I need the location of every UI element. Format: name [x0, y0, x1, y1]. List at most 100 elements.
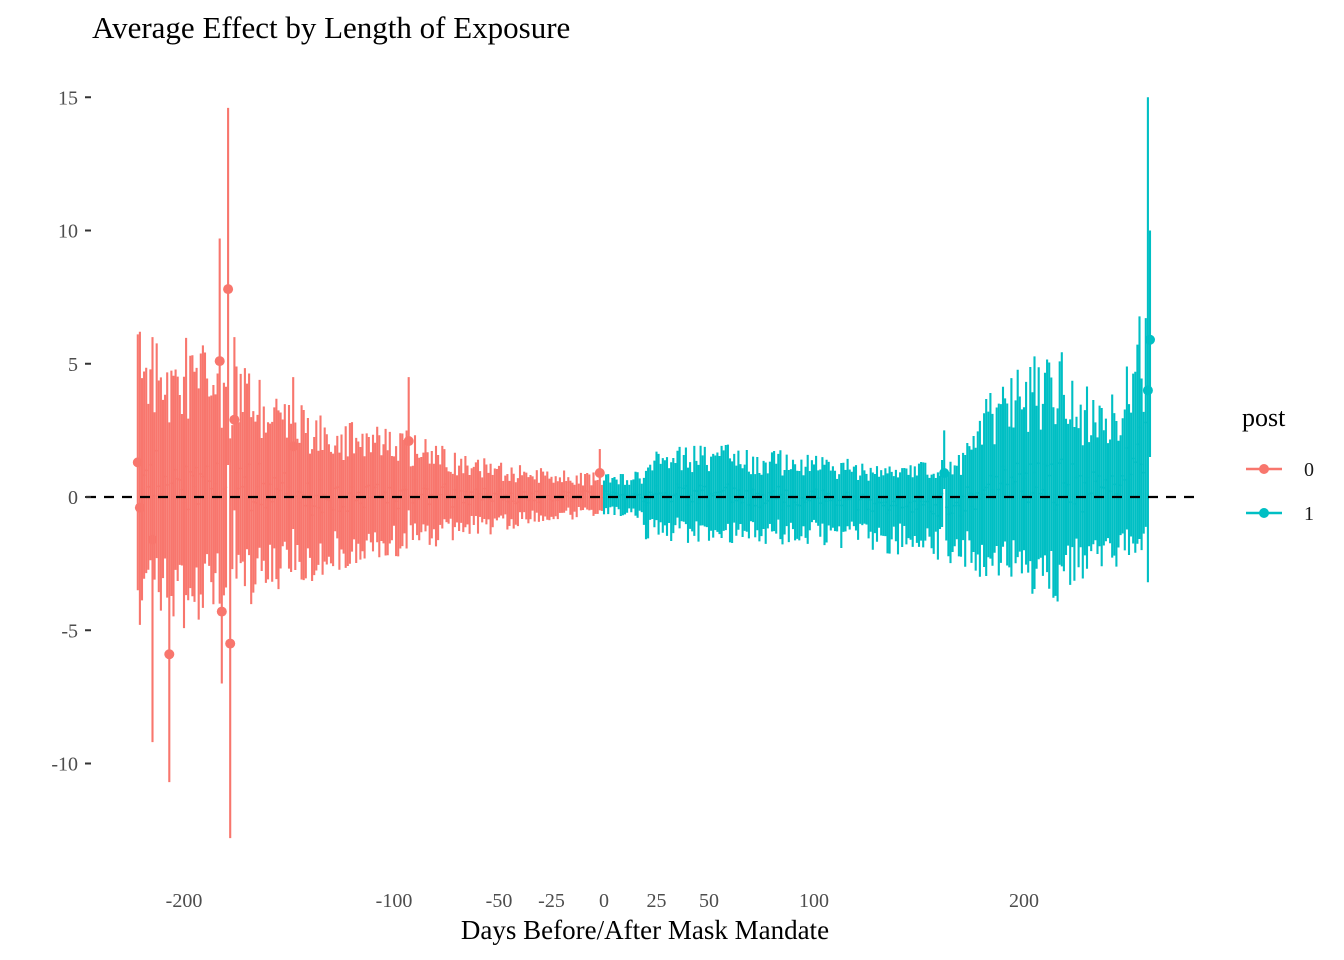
data-point [518, 487, 522, 490]
data-point [1022, 477, 1026, 480]
data-point [478, 492, 482, 496]
data-point [197, 502, 200, 506]
data-point [1035, 486, 1038, 489]
data-point [835, 503, 839, 507]
data-point [180, 488, 184, 491]
data-point [1064, 485, 1068, 489]
data-point [1090, 491, 1093, 495]
data-point [634, 492, 637, 495]
data-point [987, 483, 990, 486]
data-point [338, 509, 341, 513]
data-point [1020, 490, 1024, 493]
data-point [512, 499, 515, 503]
x-tick-label: -25 [538, 890, 565, 912]
data-point [787, 504, 790, 508]
data-point [890, 504, 893, 507]
data-point [1043, 462, 1047, 466]
y-tick-label: 5 [68, 354, 78, 376]
data-point [334, 487, 337, 490]
y-tick-label: -5 [61, 620, 78, 642]
data-point [1050, 463, 1053, 466]
x-tick-label: -100 [376, 890, 413, 912]
data-point [1081, 510, 1085, 514]
data-point [548, 498, 551, 501]
legend: post 0 1 [1242, 403, 1314, 525]
data-point [527, 499, 530, 502]
data-point [1001, 465, 1005, 468]
data-point [443, 482, 446, 486]
data-point [772, 489, 776, 493]
data-point [821, 489, 824, 492]
data-point [997, 488, 1000, 491]
data-point [609, 493, 612, 497]
y-axis: -10 -5 0 5 10 15 [51, 87, 91, 776]
data-point [939, 468, 950, 479]
data-point [982, 488, 986, 492]
data-point [277, 498, 280, 501]
data-point [1136, 442, 1139, 446]
data-point [184, 465, 188, 468]
x-tick-label: 100 [799, 890, 829, 912]
data-point [1075, 476, 1078, 479]
data-point [355, 499, 358, 502]
data-point [243, 475, 247, 479]
data-point [722, 489, 725, 492]
data-point [546, 494, 549, 497]
data-point [252, 500, 255, 504]
data-point [502, 498, 505, 501]
data-point [1094, 480, 1097, 483]
data-point [709, 492, 713, 495]
data-point [424, 484, 427, 487]
legend-label: 1 [1304, 503, 1314, 525]
x-tick-label: -200 [166, 890, 203, 912]
data-point [819, 501, 822, 505]
data-point [1142, 385, 1153, 396]
data-point [323, 493, 326, 496]
data-point [644, 503, 648, 507]
data-point [296, 490, 299, 494]
data-point [592, 492, 595, 496]
data-point [974, 507, 977, 511]
data-point [476, 495, 480, 498]
data-point [737, 489, 740, 492]
data-point [684, 484, 688, 488]
data-point [340, 490, 343, 494]
data-point [174, 468, 177, 471]
data-point [691, 500, 694, 503]
data-point [1016, 462, 1019, 465]
data-point [523, 490, 526, 494]
data-point [869, 498, 872, 502]
data-point [808, 499, 811, 502]
data-point [823, 503, 826, 507]
data-point [283, 471, 286, 475]
data-point [565, 494, 568, 498]
data-point [445, 493, 448, 496]
data-point [733, 487, 736, 490]
data-point [376, 483, 379, 486]
data-point [510, 492, 513, 495]
data-point [583, 489, 587, 492]
data-point [462, 501, 465, 504]
data-point [980, 493, 984, 496]
data-point [384, 490, 387, 494]
data-point [756, 492, 759, 495]
data-point [178, 478, 181, 482]
data-point [844, 499, 847, 502]
data-point [304, 504, 307, 507]
data-point [642, 500, 646, 503]
data-point [945, 506, 948, 509]
data-point [1085, 476, 1089, 479]
data-point [250, 509, 253, 512]
data-point [1010, 476, 1013, 479]
data-point [804, 501, 807, 504]
data-point [636, 493, 639, 497]
data-point [930, 510, 933, 513]
data-point [1123, 478, 1127, 482]
data-point [415, 493, 419, 496]
data-point [401, 488, 404, 491]
data-point [464, 490, 467, 493]
data-point [430, 493, 433, 496]
data-point [1142, 471, 1145, 474]
data-point [205, 465, 209, 468]
data-point [649, 491, 652, 494]
